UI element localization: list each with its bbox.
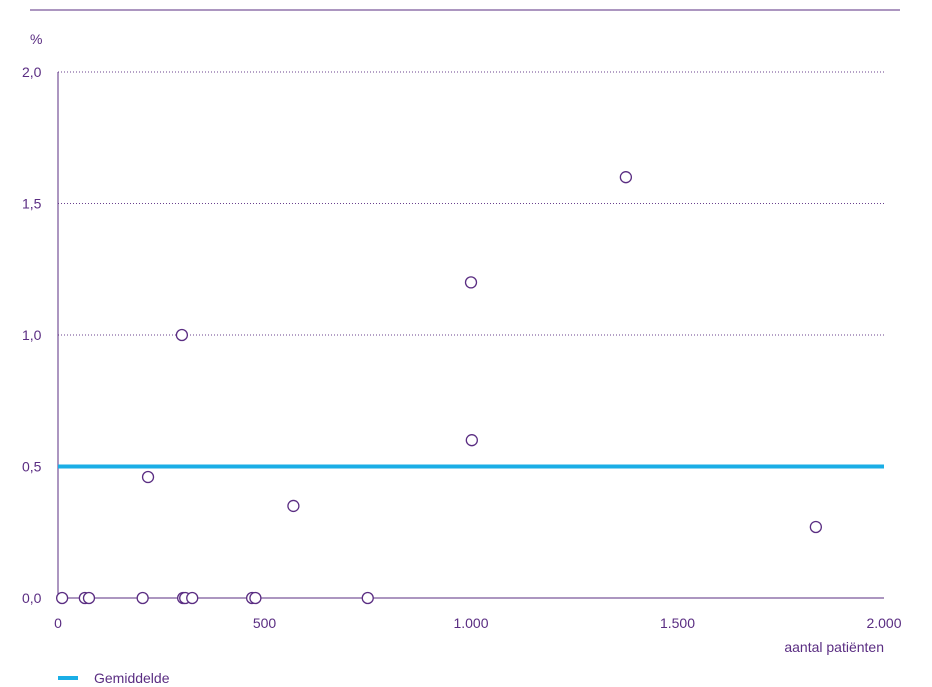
data-point <box>465 434 478 447</box>
x-tick-label: 500 <box>253 615 277 631</box>
data-point <box>136 591 149 605</box>
x-tick-label: 1.500 <box>660 615 695 631</box>
data-point <box>55 591 69 605</box>
y-tick-label: 0,5 <box>22 459 42 475</box>
x-tick-label: 1.000 <box>453 615 488 631</box>
data-point <box>464 276 478 289</box>
data-point <box>619 171 633 184</box>
data-point <box>82 591 96 605</box>
data-point <box>287 499 300 513</box>
axis-layer: 0,0 0,5 1,0 1,5 2,0 0 500 1.000 1.500 2.000 <box>22 64 902 631</box>
data-point <box>361 591 374 605</box>
x-tick-label: 0 <box>54 615 62 631</box>
y-axis-label: % <box>30 31 42 47</box>
data-point <box>249 591 262 605</box>
label-layer: % aantal patiënten <box>30 31 884 655</box>
legend-average-label: Gemiddelde <box>94 670 170 686</box>
x-axis-label: aantal patiënten <box>784 639 884 655</box>
y-tick-label: 1,0 <box>22 327 42 343</box>
legend: Gemiddelde <box>58 668 170 687</box>
x-tick-label: 2.000 <box>866 615 901 631</box>
y-tick-label: 1,5 <box>22 196 42 212</box>
data-point <box>186 591 199 605</box>
data-point <box>175 328 189 342</box>
points-layer <box>55 171 823 605</box>
legend-average-swatch <box>58 676 78 680</box>
data-point <box>141 470 155 484</box>
y-tick-label: 2,0 <box>22 64 42 80</box>
grid-layer <box>58 71 884 467</box>
data-point <box>809 520 823 534</box>
y-tick-label: 0,0 <box>22 590 42 606</box>
